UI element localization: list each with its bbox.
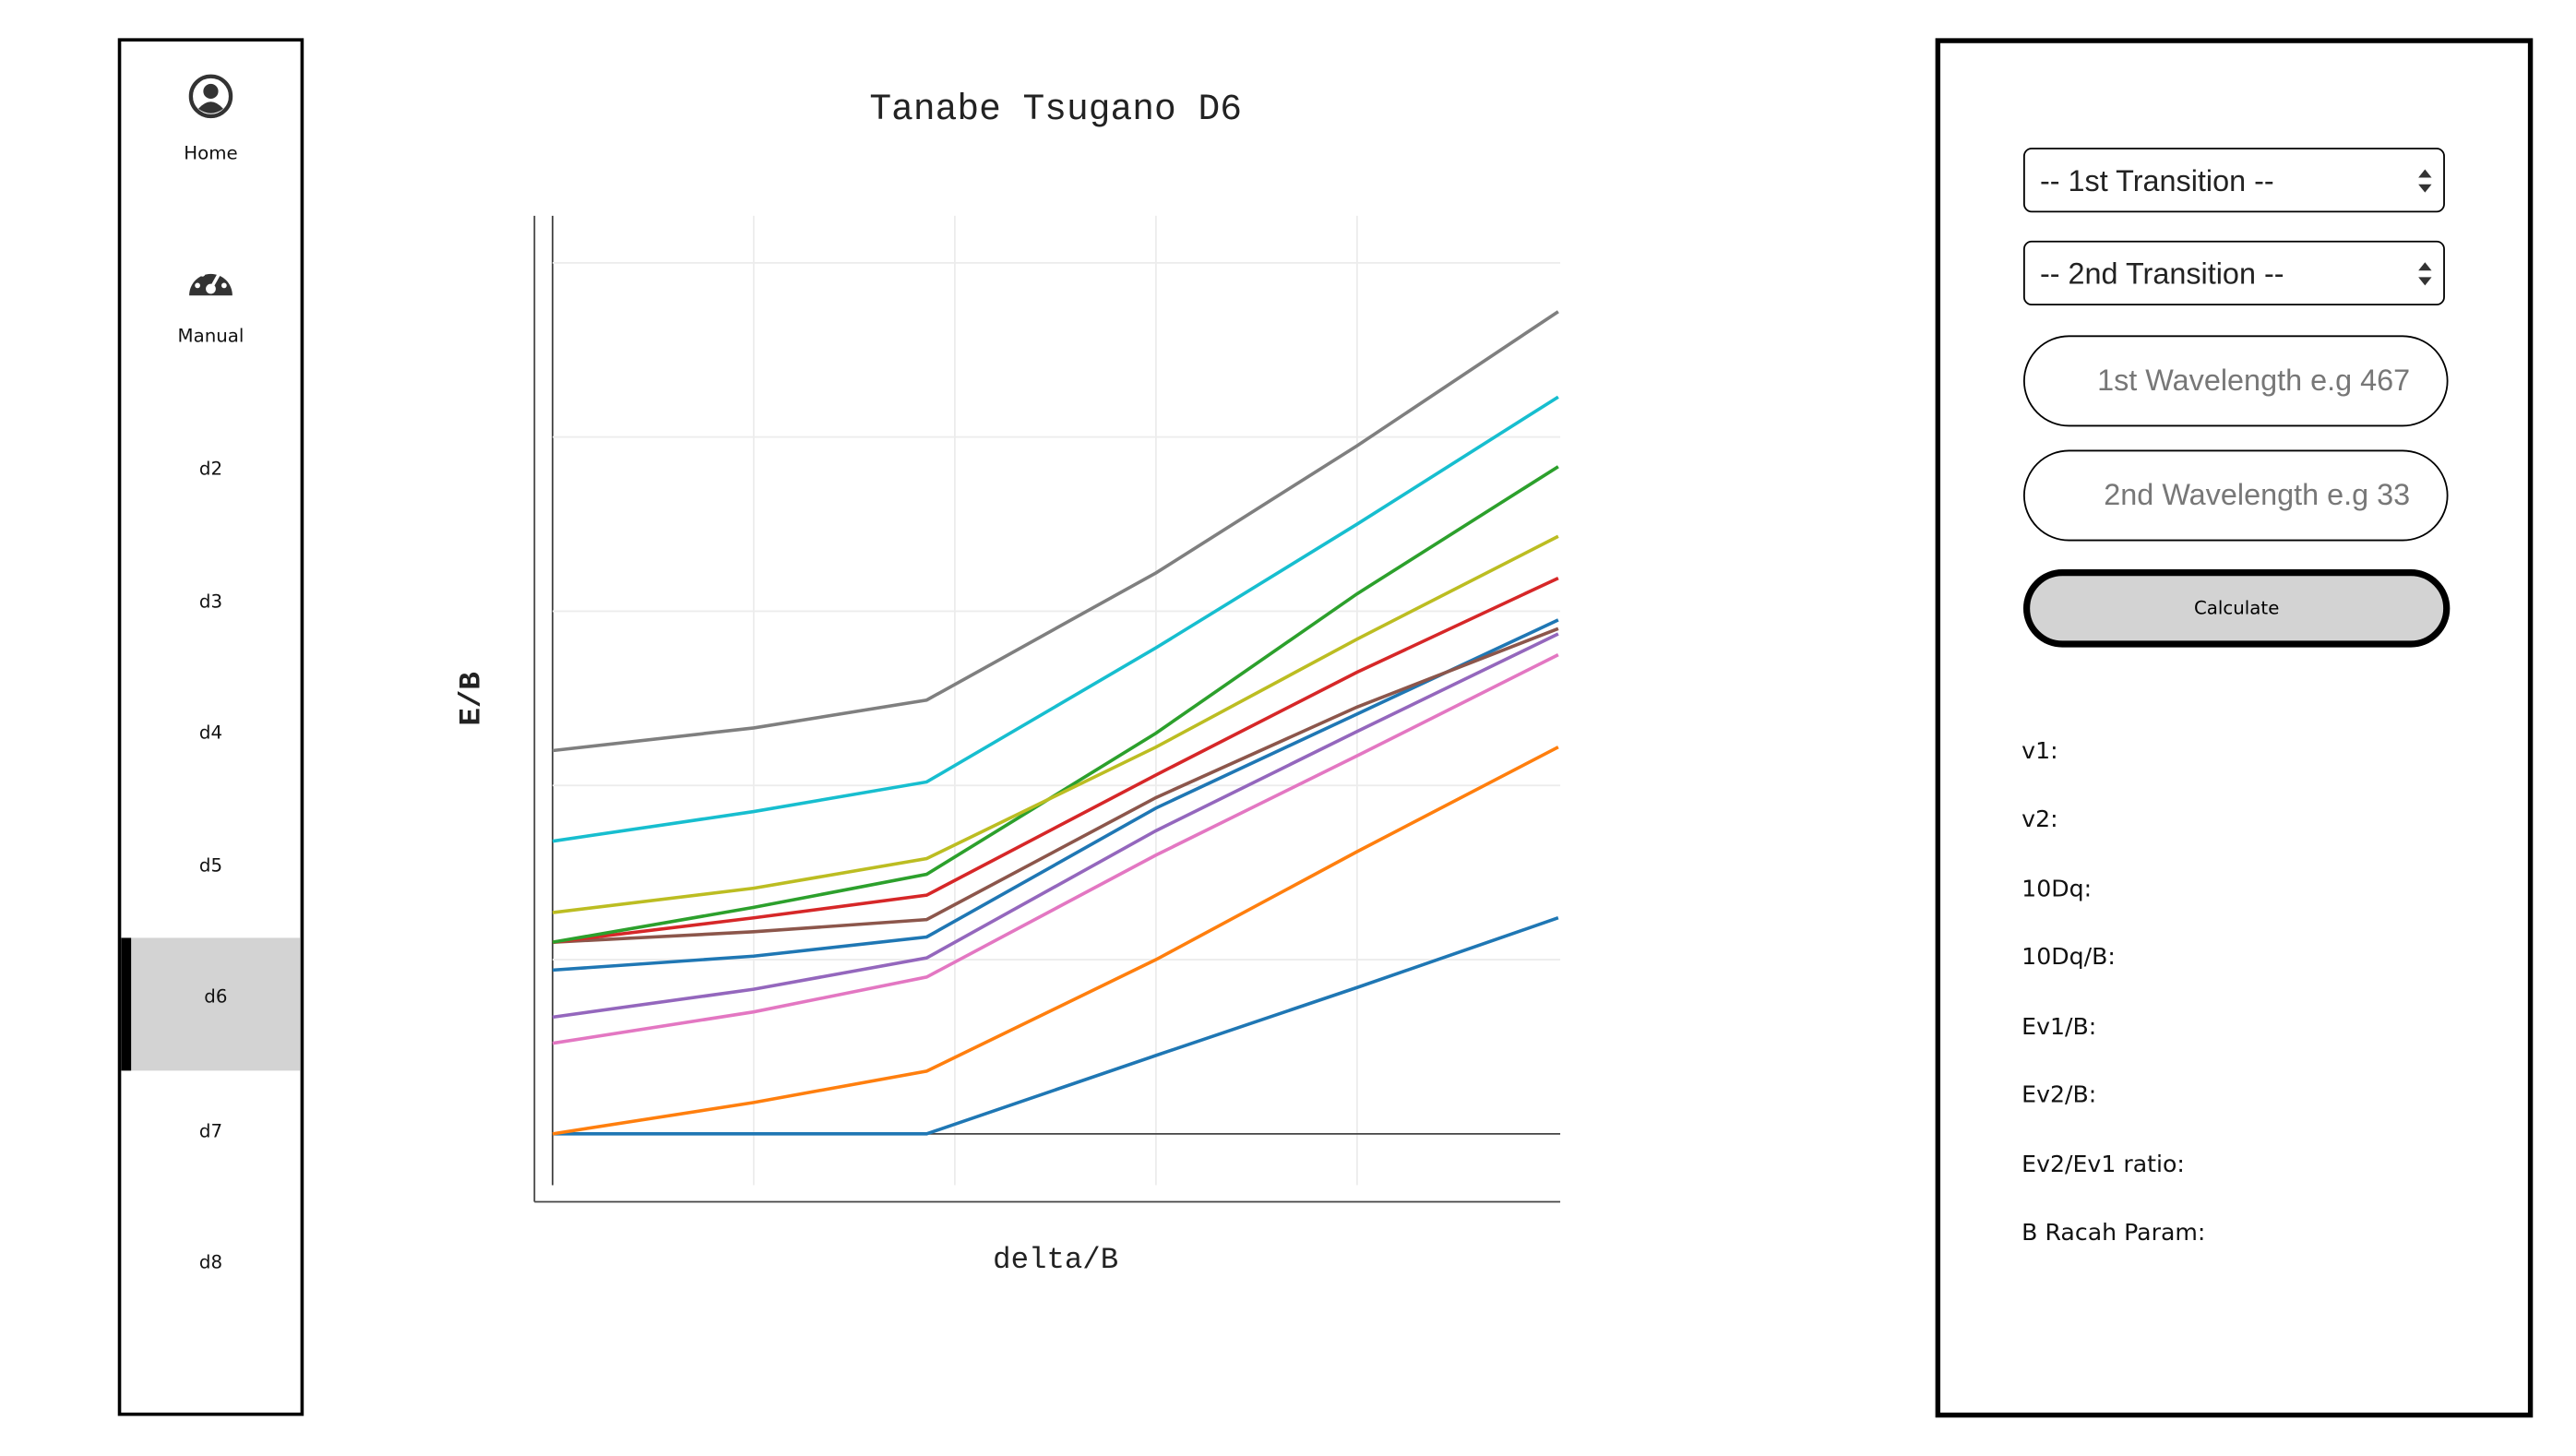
manual-icon <box>189 266 233 296</box>
sidebar: Home Manual d2 d3 d4 d5 d6 d7 d8 <box>117 38 304 1416</box>
nav-item[interactable]: d2 <box>198 458 223 480</box>
result-label: Ev2/B: <box>2021 1081 2097 1109</box>
series-line <box>552 576 1559 944</box>
nav-item[interactable]: d5 <box>198 854 223 877</box>
chart: Tanabe Tsugano D6 delta/B E/B <box>454 89 1561 1277</box>
series-line <box>552 916 1559 1136</box>
nav-manual[interactable]: Manual <box>177 325 244 347</box>
nav-item[interactable]: d7 <box>198 1120 223 1142</box>
y-axis-label: E/B <box>454 672 488 725</box>
result-label: 10Dq/B: <box>2021 944 2116 972</box>
calculate-button[interactable]: Calculate <box>2022 569 2451 648</box>
home-icon <box>188 74 233 119</box>
result-label: 10Dq: <box>2021 876 2093 903</box>
nav-item[interactable]: d8 <box>198 1251 223 1273</box>
select-arrows <box>2418 262 2432 286</box>
nav-item[interactable]: d4 <box>198 722 223 744</box>
transition-select[interactable]: -- 2nd Transition -- <box>2022 240 2445 306</box>
series-line <box>552 395 1559 843</box>
nav-item[interactable]: d3 <box>198 591 223 613</box>
series-line <box>552 632 1559 1020</box>
result-label: v2: <box>2021 806 2058 834</box>
select-text: -- 2nd Transition -- <box>2039 257 2284 291</box>
calculator-panel: -- 1st Transition -- -- 2nd Transition -… <box>1935 38 2534 1418</box>
chart-title: Tanabe Tsugano D6 <box>869 89 1242 130</box>
series-line <box>552 534 1559 914</box>
transition-select[interactable]: -- 1st Transition -- <box>2022 148 2445 213</box>
select-arrows <box>2418 169 2432 193</box>
result-label: v1: <box>2021 738 2058 766</box>
series-line <box>552 627 1559 944</box>
result-label: B Racah Param: <box>2021 1220 2206 1247</box>
nav-home[interactable]: Home <box>184 142 238 165</box>
x-axis-label: delta/B <box>993 1243 1118 1277</box>
wavelength-input[interactable]: 2nd Wavelength e.g 33 <box>2022 449 2449 542</box>
select-text: -- 1st Transition -- <box>2039 164 2274 198</box>
series-line <box>552 465 1559 944</box>
result-label: Ev2/Ev1 ratio: <box>2021 1152 2185 1179</box>
series-line <box>552 618 1559 973</box>
wavelength-input[interactable]: 1st Wavelength e.g 467 <box>2022 335 2449 427</box>
series-line <box>552 746 1559 1136</box>
series-line <box>552 653 1559 1045</box>
series-line <box>552 310 1559 753</box>
result-label: Ev1/B: <box>2021 1014 2097 1041</box>
nav-item-active[interactable]: d6 <box>121 937 301 1071</box>
